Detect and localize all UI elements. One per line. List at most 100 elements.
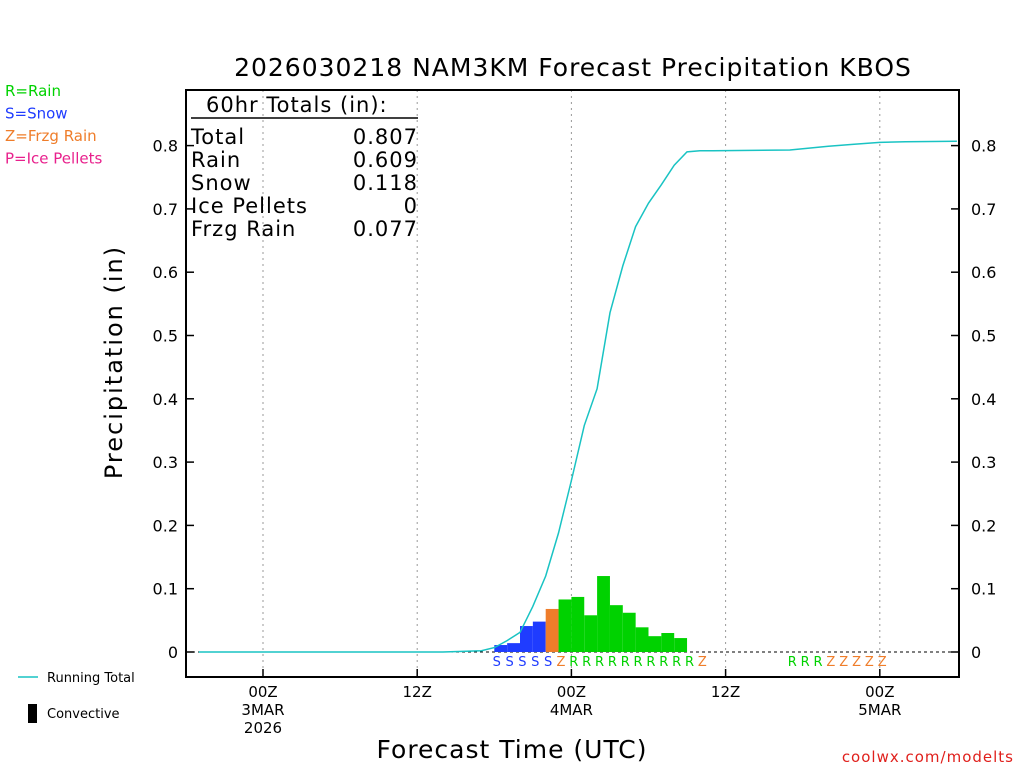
ptype-label-24: Z (878, 655, 887, 670)
running-total-layer (198, 140, 957, 653)
precip-bar-10 (622, 612, 636, 652)
totals-label-1: Rain (191, 148, 241, 172)
y-axis-ticks: 0 0 0.1 0.1 0.2 0.2 0.3 0.3 0.4 0.4 0.5 0.5 0.6 0.6 0.… (153, 137, 997, 662)
precip-bar-13 (661, 633, 675, 652)
line-legend: Running Total Convective (18, 671, 135, 723)
precip-bar-4 (545, 608, 559, 652)
xtick-label-3-0: 12Z (711, 683, 740, 701)
totals-value-3: 0 (404, 194, 418, 218)
totals-box: 60hr Totals (in): Total 0.807 Rain 0.609 Sno… (190, 93, 418, 241)
ytick-left-label-7: 0.7 (153, 200, 178, 219)
ptype-label-7: R (582, 655, 591, 670)
ptype-label-1: S (505, 655, 513, 670)
ptype-label-4: S (544, 655, 552, 670)
ytick-left-label-3: 0.3 (153, 453, 178, 472)
ptype-label-22: Z (852, 655, 861, 670)
totals-label-0: Total (190, 125, 245, 149)
ptype-label-9: R (608, 655, 617, 670)
ptype-label-19: R (813, 655, 822, 670)
ytick-right-label-1: 0.1 (971, 580, 996, 599)
precip-bar-12 (648, 636, 662, 652)
totals-value-4: 0.077 (353, 217, 418, 241)
ytick-right-label-4: 0.4 (971, 390, 996, 409)
totals-value-0: 0.807 (353, 125, 418, 149)
ptype-label-13: R (659, 655, 668, 670)
ptype-label-16: Z (698, 655, 707, 670)
xtick-label-0-1: 3MAR (241, 701, 284, 719)
line-legend-label-0: Running Total (47, 671, 135, 686)
ptype-label-2: S (518, 655, 526, 670)
precip-bar-9 (609, 605, 623, 652)
plot-frame (185, 89, 960, 678)
totals-label-3: Ice Pellets (191, 194, 308, 218)
bars-layer (494, 576, 688, 652)
totals-value-1: 0.609 (353, 148, 418, 172)
precip-bar-11 (635, 627, 649, 652)
ptype-label-21: Z (839, 655, 848, 670)
ytick-left-label-5: 0.5 (153, 327, 178, 346)
ytick-right-label-8: 0.8 (971, 137, 996, 156)
ytick-right-label-6: 0.6 (971, 263, 996, 282)
precip-bar-1 (507, 643, 520, 652)
ytick-left-label-6: 0.6 (153, 263, 178, 282)
precip-bar-5 (558, 599, 572, 652)
y-axis-label: Precipitation (in) (100, 245, 128, 479)
totals-label-2: Snow (191, 171, 252, 195)
totals-label-4: Frzg Rain (191, 217, 296, 241)
ptype-legend-item-2: Z=Frzg Rain (5, 127, 97, 145)
precip-bar-8 (597, 576, 610, 652)
totals-value-2: 0.118 (353, 171, 418, 195)
ptype-label-18: R (801, 655, 810, 670)
ytick-left-label-0: 0 (168, 643, 178, 662)
precip-bar-14 (674, 638, 688, 652)
ytick-left-label-1: 0.1 (153, 580, 178, 599)
line-legend-label-1: Convective (47, 707, 120, 722)
credit-text: coolwx.com/modelts (842, 748, 1014, 766)
ptype-legend-item-0: R=Rain (5, 82, 61, 100)
x-axis-label: Forecast Time (UTC) (377, 735, 648, 764)
ptype-label-8: R (595, 655, 604, 670)
xtick-label-2-0: 00Z (557, 683, 586, 701)
ptype-label-0: S (493, 655, 501, 670)
xtick-label-1-0: 12Z (403, 683, 432, 701)
ytick-right-label-3: 0.3 (971, 453, 996, 472)
ptype-label-6: R (569, 655, 578, 670)
ptype-label-17: R (788, 655, 797, 670)
totals-header: 60hr Totals (in): (206, 93, 388, 117)
ytick-right-label-5: 0.5 (971, 327, 996, 346)
precip-bar-0 (494, 645, 508, 652)
ytick-left-label-4: 0.4 (153, 390, 178, 409)
running-total-line (198, 140, 957, 653)
line-legend-swatch-1 (28, 704, 37, 723)
grid-layer (186, 90, 959, 677)
ptype-label-23: Z (865, 655, 874, 670)
xtick-label-2-1: 4MAR (550, 701, 593, 719)
xtick-label-0-0: 00Z (248, 683, 277, 701)
precip-bar-6 (571, 596, 585, 652)
ptype-label-3: S (531, 655, 539, 670)
ptype-label-15: R (685, 655, 694, 670)
ptype-legend-item-1: S=Snow (5, 105, 68, 123)
ytick-right-label-2: 0.2 (971, 516, 996, 535)
xtick-label-4-0: 00Z (865, 683, 894, 701)
precip-bar-2 (520, 626, 533, 652)
ytick-left-label-8: 0.8 (153, 137, 178, 156)
ptype-legend: R=Rain S=Snow Z=Frzg Rain P=Ice Pellets (5, 82, 102, 168)
ptype-legend-item-3: P=Ice Pellets (5, 150, 102, 168)
ptype-label-12: R (646, 655, 655, 670)
ptype-label-20: Z (826, 655, 835, 670)
ytick-right-label-0: 0 (971, 643, 981, 662)
ptype-label-10: R (621, 655, 630, 670)
precip-bar-7 (584, 615, 598, 652)
xtick-label-0-2: 2026 (244, 719, 282, 737)
ytick-right-label-7: 0.7 (971, 200, 996, 219)
xtick-label-4-1: 5MAR (858, 701, 901, 719)
ptype-label-14: R (672, 655, 681, 670)
totals-rows: Total 0.807 Rain 0.609 Snow 0.118 Ice Pellets 0… (190, 125, 418, 241)
ytick-left-label-2: 0.2 (153, 516, 178, 535)
precip-bar-3 (532, 621, 546, 652)
ptype-label-5: Z (557, 655, 566, 670)
